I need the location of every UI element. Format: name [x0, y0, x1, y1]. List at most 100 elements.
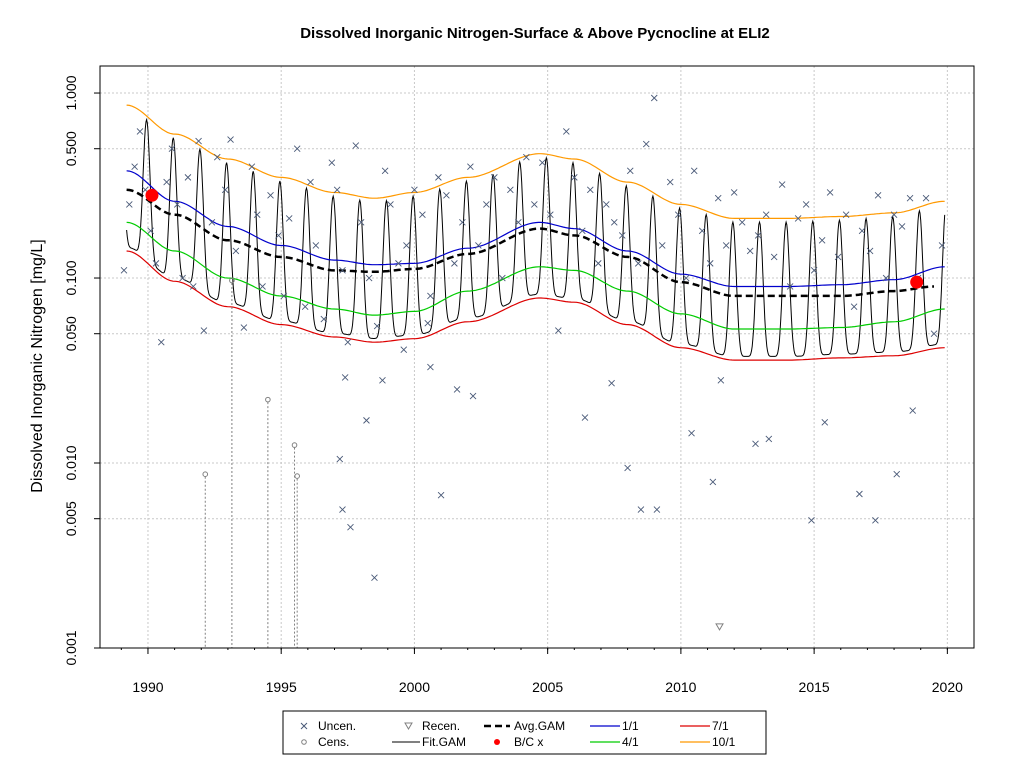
- uncensored-point-85: [722, 242, 730, 249]
- uncensored-point-99: [834, 253, 842, 261]
- legend-b-c-x-symbol: [494, 739, 500, 745]
- uncensored-point-71: [610, 219, 618, 226]
- uncensored-point-47: [419, 211, 426, 218]
- uncensored-point-134: [856, 490, 863, 498]
- censored-point-0: [202, 471, 209, 477]
- uncensored-point-11: [179, 274, 186, 282]
- uncensored-point-120: [437, 491, 445, 499]
- bc-point-0: [145, 188, 159, 202]
- uncensored-point-64: [554, 327, 562, 334]
- uncensored-point-90: [762, 211, 770, 218]
- uncensored-point-94: [794, 215, 802, 222]
- uncensored-point-6: [152, 260, 160, 267]
- y-tick-label-4: 0.100: [63, 260, 79, 295]
- bc-point-1: [910, 275, 924, 289]
- legend-fit-gam: Fit.GAM: [392, 735, 466, 749]
- uncensored-point-22: [248, 163, 256, 170]
- uncensored-point-89: [754, 232, 762, 239]
- uncensored-point-80: [682, 274, 690, 282]
- uncensored-point-19: [227, 136, 234, 143]
- uncensored-point-91: [770, 253, 778, 261]
- uncensored-point-17: [213, 153, 221, 161]
- uncensored-point-7: [157, 338, 165, 346]
- uncensored-point-136: [893, 470, 901, 478]
- curve-7-1: [126, 250, 945, 361]
- uncensored-point-117: [379, 376, 386, 384]
- uncensored-point-61: [531, 201, 538, 208]
- legend-4-1: 4/1: [590, 735, 639, 749]
- uncensored-point-20: [232, 247, 240, 255]
- uncensored-point-21: [240, 324, 248, 331]
- series-layer: [126, 104, 946, 361]
- legend-cens-: Cens.: [301, 735, 349, 749]
- points-layer: [120, 94, 946, 648]
- x-tick-label-4: 2010: [665, 679, 696, 695]
- uncensored-point-32: [312, 242, 320, 249]
- uncensored-point-128: [688, 429, 695, 437]
- uncensored-point-2: [131, 163, 138, 170]
- uncensored-point-63: [547, 211, 554, 218]
- uncensored-point-33: [320, 315, 328, 323]
- uncensored-point-69: [594, 260, 602, 267]
- censored-point-1: [229, 277, 235, 284]
- uncensored-point-60: [523, 153, 530, 161]
- uncensored-point-48: [427, 292, 434, 300]
- uncensored-point-119: [424, 319, 432, 327]
- x-tick-label-0: 1990: [132, 679, 163, 695]
- uncensored-point-67: [578, 227, 586, 235]
- legend-7-1: 7/1: [680, 719, 729, 733]
- uncensored-point-86: [730, 189, 738, 196]
- uncensored-point-114: [341, 374, 349, 381]
- uncensored-point-24: [259, 283, 266, 290]
- legend-10-1: 10/1: [680, 735, 736, 749]
- uncensored-point-132: [808, 517, 815, 524]
- uncensored-point-88: [746, 247, 754, 255]
- legend-uncen-: Uncen.: [300, 719, 356, 733]
- x-tick-label-3: 2005: [532, 679, 563, 695]
- uncensored-point-34: [328, 159, 336, 167]
- recensored-point-0: [715, 623, 724, 631]
- legend-1-1-label: 1/1: [622, 719, 639, 733]
- legend-recen--symbol: [404, 722, 413, 730]
- uncensored-point-1: [125, 201, 133, 208]
- uncensored-point-133: [821, 418, 829, 426]
- uncensored-point-104: [874, 191, 882, 199]
- uncensored-point-129: [709, 478, 717, 486]
- uncensored-point-82: [698, 227, 706, 235]
- x-axis: 1990 1995 2000 2005 2010 2015 2020: [120, 647, 963, 695]
- uncensored-point-45: [403, 242, 410, 249]
- uncensored-point-18: [221, 186, 229, 194]
- uncensored-point-101: [850, 303, 858, 310]
- uncensored-point-16: [208, 219, 216, 226]
- uncensored-point-25: [267, 191, 274, 199]
- uncensored-point-130: [752, 440, 759, 448]
- y-axis-label: Dissolved Inorganic Nitrogen [mg/L]: [29, 239, 46, 492]
- uncensored-point-121: [453, 386, 461, 393]
- legend-7-1-label: 7/1: [712, 719, 729, 733]
- uncensored-point-75: [642, 140, 650, 148]
- uncensored-point-10: [173, 201, 181, 208]
- uncensored-point-97: [818, 236, 826, 244]
- uncensored-point-65: [562, 128, 570, 135]
- y-axis: 0.001 0.005 0.010 0.050 0.100 0.500 1.000: [63, 75, 101, 666]
- uncensored-point-139: [427, 363, 434, 371]
- legend-cens--label: Cens.: [318, 735, 349, 749]
- uncensored-point-76: [650, 94, 658, 102]
- y-tick-label-2: 0.010: [63, 445, 79, 480]
- curve-10-1: [126, 104, 945, 219]
- uncensored-point-41: [373, 322, 381, 330]
- uncensored-point-56: [491, 174, 498, 181]
- uncensored-point-53: [467, 163, 474, 170]
- uncensored-point-36: [339, 267, 346, 274]
- uncensored-point-127: [653, 506, 661, 513]
- uncensored-point-141: [717, 376, 725, 384]
- uncensored-point-87: [738, 219, 746, 226]
- uncensored-point-113: [336, 455, 344, 463]
- legend-fit-gam-label: Fit.GAM: [422, 735, 466, 749]
- uncensored-point-77: [658, 242, 666, 249]
- uncensored-point-111: [930, 330, 938, 338]
- uncensored-point-102: [858, 227, 866, 235]
- uncensored-point-79: [674, 211, 682, 218]
- legend-uncen--symbol: [300, 722, 308, 730]
- censored-point-2: [265, 396, 271, 403]
